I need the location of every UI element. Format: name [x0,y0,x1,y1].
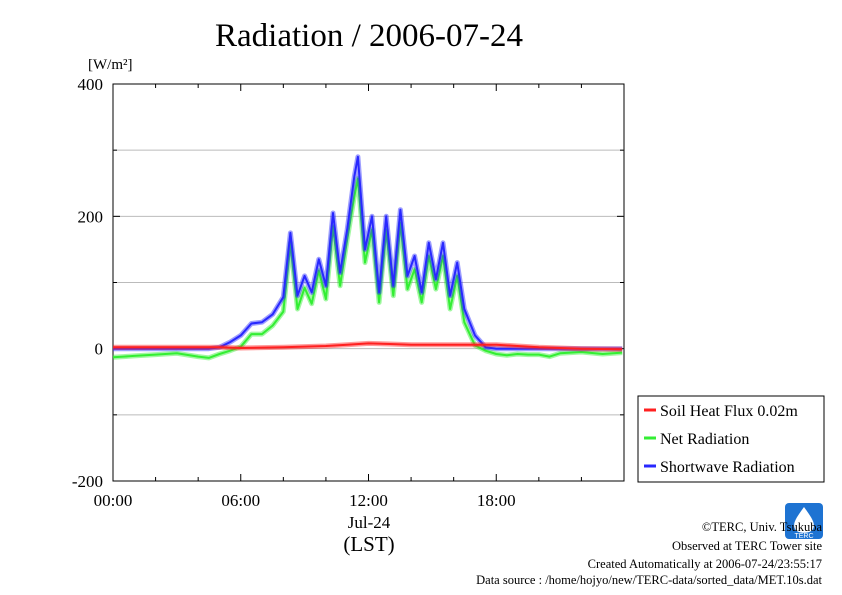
chart-title: Radiation / 2006-07-24 [215,18,523,54]
series-halo [112,176,623,361]
y-tick-label: -200 [72,472,103,491]
x-axis-label: (LST) [343,532,394,556]
logo-drop-shape [794,507,814,533]
x-tick-label: 00:00 [94,491,133,510]
series-layer [112,154,623,361]
y-axis-ticks: 400 200 0 -200 [72,75,624,491]
logo-text: TERC [794,533,813,540]
grid-lines [113,149,624,416]
series-line [113,342,623,351]
series-line [112,177,623,359]
footer-copyright: ©TERC, Univ. Tsukuba [702,520,823,534]
terc-logo: TERC [785,503,823,540]
legend-label: Shortwave Radiation [660,459,795,476]
legend-box [637,395,825,483]
legend-label: Net Radiation [660,431,749,448]
x-axis-ticks: 00:00 06:00 12:00 18:00 [94,84,625,510]
y-tick-label: 200 [78,207,104,226]
x-tick-label: 06:00 [221,491,260,510]
x-tick-label: 18:00 [477,491,516,510]
legend: Soil Heat Flux 0.02m Net Radiation Shortwa… [637,395,825,483]
footer-source: Data source : /home/hojyo/new/TERC-data/… [476,573,822,587]
legend-label: Soil Heat Flux 0.02m [660,403,798,420]
footer-observed: Observed at TERC Tower site [672,539,822,553]
footer-created: Created Automatically at 2006-07-24/23:5… [588,557,822,571]
x-tick-label: 12:00 [349,491,388,510]
y-tick-label: 0 [95,340,104,359]
y-tick-label: 400 [78,75,104,94]
x-date-label: Jul-24 [348,513,391,532]
y-axis-label: [W/m²] [88,57,132,73]
series-line [113,155,623,350]
